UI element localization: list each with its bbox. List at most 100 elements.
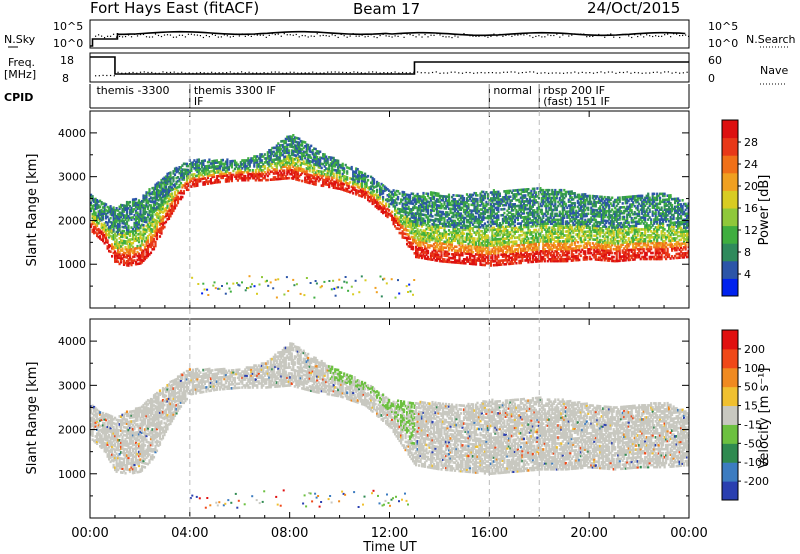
power-cell [193, 184, 196, 188]
power-cell [461, 253, 464, 257]
power-cell [142, 220, 145, 223]
power-cell [455, 231, 458, 235]
power-cell [415, 194, 418, 198]
power-cell [533, 240, 536, 244]
power-cell [187, 170, 190, 174]
nsearch-point [172, 36, 175, 38]
power-cell [527, 255, 530, 258]
power-cell [238, 167, 241, 170]
power-cell [220, 172, 223, 176]
power-cell [510, 250, 513, 254]
power-cell [259, 167, 262, 170]
power-cell [471, 223, 475, 226]
power-cell [504, 215, 507, 219]
power-cell [358, 186, 361, 189]
power-cell [507, 235, 510, 238]
power-cell [516, 230, 519, 233]
power-cell [142, 255, 145, 259]
power-cell [498, 227, 501, 231]
power-cell [226, 168, 229, 171]
power-cell [429, 236, 433, 240]
power-cell [479, 259, 482, 262]
power-cell [383, 205, 386, 208]
power-cell [111, 225, 114, 229]
power-cell [519, 230, 522, 233]
power-cell [524, 200, 527, 203]
power-cell [473, 199, 476, 203]
power-cell [504, 255, 507, 258]
power-cell [161, 211, 165, 214]
power-cell [455, 259, 458, 262]
power-cell [193, 176, 196, 180]
power-cell [185, 168, 188, 172]
power-cell [503, 233, 506, 236]
power-cell [99, 205, 102, 209]
power-cell [521, 190, 524, 194]
power-cell [485, 244, 488, 247]
power-cell [534, 236, 537, 240]
power-cell [492, 196, 495, 200]
nsearch-point [499, 33, 501, 36]
power-cell [455, 245, 458, 249]
power-cell [302, 146, 305, 150]
power-cell [380, 210, 383, 213]
power-cell [308, 175, 311, 179]
power-cell [524, 208, 527, 211]
power-cell [146, 205, 150, 208]
power-cell [281, 161, 284, 165]
power-cell [382, 205, 385, 209]
power-cell [289, 159, 292, 162]
power-cell [314, 157, 317, 161]
nave-point [270, 71, 273, 73]
nave-point [109, 74, 112, 77]
power-cell [328, 183, 331, 187]
nsearch-point [628, 35, 630, 37]
power-cell [422, 223, 425, 226]
power-cell [158, 197, 162, 201]
power-cell [383, 187, 386, 190]
power-cell [438, 249, 442, 253]
power-cell [444, 197, 448, 200]
power-cell [304, 172, 307, 176]
nave-point [372, 71, 374, 73]
power-cell [428, 200, 431, 204]
power-cell [429, 254, 433, 257]
power-cell [114, 220, 117, 224]
power-cell [464, 204, 467, 208]
power-cell [286, 149, 289, 152]
power-cell [533, 211, 536, 214]
power-cell [145, 224, 148, 228]
nsearch-point [595, 34, 597, 36]
power-cell [194, 164, 197, 168]
nave-point [166, 71, 168, 74]
freq-label: Freq. [8, 56, 35, 69]
power-cell [377, 203, 380, 207]
power-cell [530, 199, 533, 203]
power-cell [259, 174, 262, 178]
power-cell [455, 200, 458, 203]
power-cell [139, 216, 142, 220]
power-cell [530, 205, 533, 209]
power-cell [459, 236, 463, 239]
power-cell [137, 221, 141, 224]
power-cell [221, 176, 224, 180]
power-cell [432, 201, 436, 205]
power-cell [495, 257, 498, 261]
power-cell [395, 197, 398, 201]
nsearch-point [391, 36, 393, 38]
power-cell [388, 189, 391, 192]
power-cell [456, 223, 460, 227]
power-cell [507, 195, 510, 199]
power-cell [516, 198, 519, 202]
power-cell [170, 186, 174, 190]
power-cell [316, 150, 319, 153]
power-cell [459, 253, 463, 257]
power-cell [492, 198, 495, 202]
power-cell [142, 208, 145, 211]
power-cell [326, 161, 329, 165]
power-cell [242, 178, 245, 182]
power-cell [413, 240, 416, 243]
power-cell [477, 231, 481, 235]
power-cell [429, 197, 433, 200]
power-cell [374, 205, 377, 208]
